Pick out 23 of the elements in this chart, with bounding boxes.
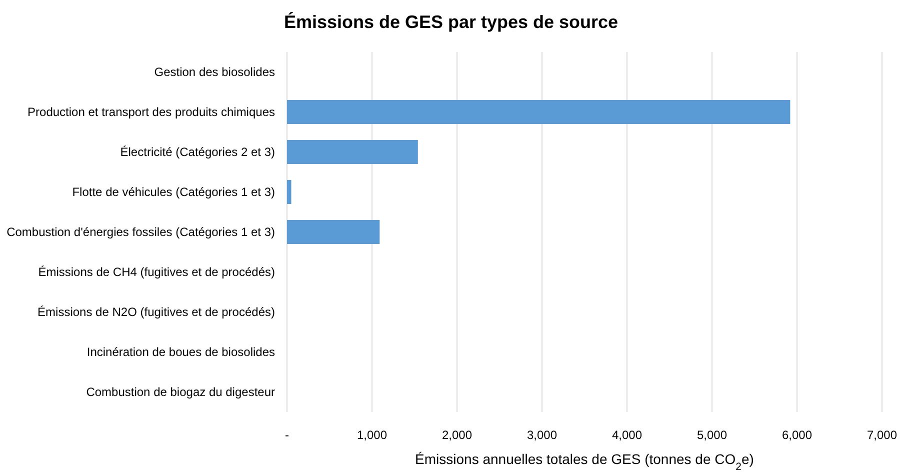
x-tick-label: 6,000 xyxy=(782,428,812,442)
y-tick-label: Incinération de boues de biosolides xyxy=(86,345,275,360)
x-tick-label: 3,000 xyxy=(526,428,558,442)
bar xyxy=(287,140,418,164)
x-tick-label: 7,000 xyxy=(866,428,898,442)
y-tick-label: Électricité (Catégories 2 et 3) xyxy=(120,145,275,160)
x-tick-label: 5,000 xyxy=(696,428,728,442)
y-tick-label: Gestion des biosolides xyxy=(154,65,275,80)
x-tick-label: 2,000 xyxy=(442,428,472,442)
bar xyxy=(287,100,790,124)
y-tick-label: Émissions de N2O (fugitives et de procédés) xyxy=(38,305,275,320)
y-tick-label: Production et transport des produits chimiques xyxy=(28,105,275,120)
y-tick-label: Flotte de véhicules (Catégories 1 et 3) xyxy=(72,185,275,200)
x-axis-title: Émissions annuelles totales de GES (tonnes de CO$_{2}$e) xyxy=(415,451,754,473)
chart-title: Émissions de GES par types de source xyxy=(284,12,618,32)
x-tick-label: 1,000 xyxy=(356,428,388,442)
x-tick-label: - xyxy=(285,428,289,442)
y-tick-label: Combustion de biogaz du digesteur xyxy=(86,385,275,400)
bar xyxy=(287,220,380,244)
x-tick-label: 4,000 xyxy=(612,428,642,442)
y-tick-label: Émissions de CH4 (fugitives et de procédés) xyxy=(38,265,275,280)
bar xyxy=(287,180,292,204)
y-tick-label: Combustion d'énergies fossiles (Catégories 1 et 3) xyxy=(6,225,275,240)
